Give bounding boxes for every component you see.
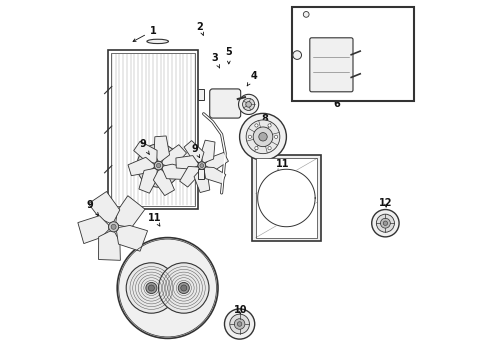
Polygon shape <box>204 167 226 184</box>
Bar <box>198 89 204 100</box>
Circle shape <box>148 285 154 291</box>
Circle shape <box>383 221 388 225</box>
Text: 1: 1 <box>133 26 157 41</box>
Polygon shape <box>205 152 228 171</box>
Circle shape <box>248 135 251 139</box>
Polygon shape <box>134 141 157 163</box>
Text: 4: 4 <box>247 71 257 86</box>
Circle shape <box>372 210 399 237</box>
Circle shape <box>246 102 251 107</box>
Polygon shape <box>153 170 174 195</box>
Circle shape <box>154 161 163 170</box>
Circle shape <box>259 132 267 141</box>
Circle shape <box>159 263 209 313</box>
Circle shape <box>303 12 309 17</box>
Circle shape <box>156 163 161 168</box>
Polygon shape <box>201 140 215 163</box>
Text: 11: 11 <box>276 159 290 172</box>
Circle shape <box>178 283 189 293</box>
Bar <box>256 158 317 238</box>
Circle shape <box>243 98 255 111</box>
Text: 10: 10 <box>234 305 247 315</box>
Bar <box>292 7 414 101</box>
Polygon shape <box>88 192 120 223</box>
Text: 11: 11 <box>147 213 161 226</box>
Circle shape <box>234 319 245 329</box>
Text: 2: 2 <box>196 22 203 35</box>
Circle shape <box>380 218 391 228</box>
Polygon shape <box>258 169 315 227</box>
Bar <box>111 53 196 206</box>
Circle shape <box>239 94 259 114</box>
Circle shape <box>198 162 206 169</box>
Text: 8: 8 <box>261 114 268 124</box>
Text: 6: 6 <box>333 99 340 109</box>
Text: 9: 9 <box>139 139 149 154</box>
Text: 5: 5 <box>225 47 232 64</box>
Circle shape <box>146 283 157 293</box>
Circle shape <box>293 51 301 59</box>
Text: 7: 7 <box>302 12 309 22</box>
Circle shape <box>230 314 249 334</box>
Polygon shape <box>176 156 198 169</box>
Bar <box>252 155 320 241</box>
Circle shape <box>268 124 271 127</box>
Circle shape <box>137 144 180 187</box>
Circle shape <box>240 113 286 160</box>
Polygon shape <box>180 166 199 187</box>
Circle shape <box>268 147 271 150</box>
Circle shape <box>111 224 116 229</box>
Polygon shape <box>154 136 170 162</box>
Text: 9: 9 <box>192 144 199 158</box>
Bar <box>198 168 204 179</box>
Circle shape <box>237 322 242 326</box>
Circle shape <box>109 222 119 232</box>
Polygon shape <box>117 225 147 251</box>
Circle shape <box>117 238 218 338</box>
Polygon shape <box>98 231 121 260</box>
Bar <box>108 50 198 209</box>
Polygon shape <box>162 145 187 167</box>
Polygon shape <box>162 164 188 180</box>
Circle shape <box>376 214 394 232</box>
Circle shape <box>253 127 273 147</box>
Polygon shape <box>184 141 204 163</box>
Text: 12: 12 <box>379 198 393 208</box>
Circle shape <box>224 309 255 339</box>
FancyBboxPatch shape <box>210 89 241 118</box>
Circle shape <box>274 135 278 139</box>
Ellipse shape <box>147 39 169 44</box>
Polygon shape <box>78 216 109 244</box>
Text: 3: 3 <box>211 53 220 68</box>
Circle shape <box>181 285 187 291</box>
Circle shape <box>246 120 280 154</box>
Circle shape <box>255 147 258 150</box>
Text: 9: 9 <box>86 200 98 215</box>
Circle shape <box>255 124 258 127</box>
Circle shape <box>200 164 204 167</box>
Polygon shape <box>128 157 154 176</box>
Circle shape <box>126 263 176 313</box>
Polygon shape <box>139 168 157 193</box>
Polygon shape <box>116 196 145 228</box>
Polygon shape <box>194 170 210 193</box>
FancyBboxPatch shape <box>310 38 353 92</box>
Circle shape <box>149 157 168 175</box>
